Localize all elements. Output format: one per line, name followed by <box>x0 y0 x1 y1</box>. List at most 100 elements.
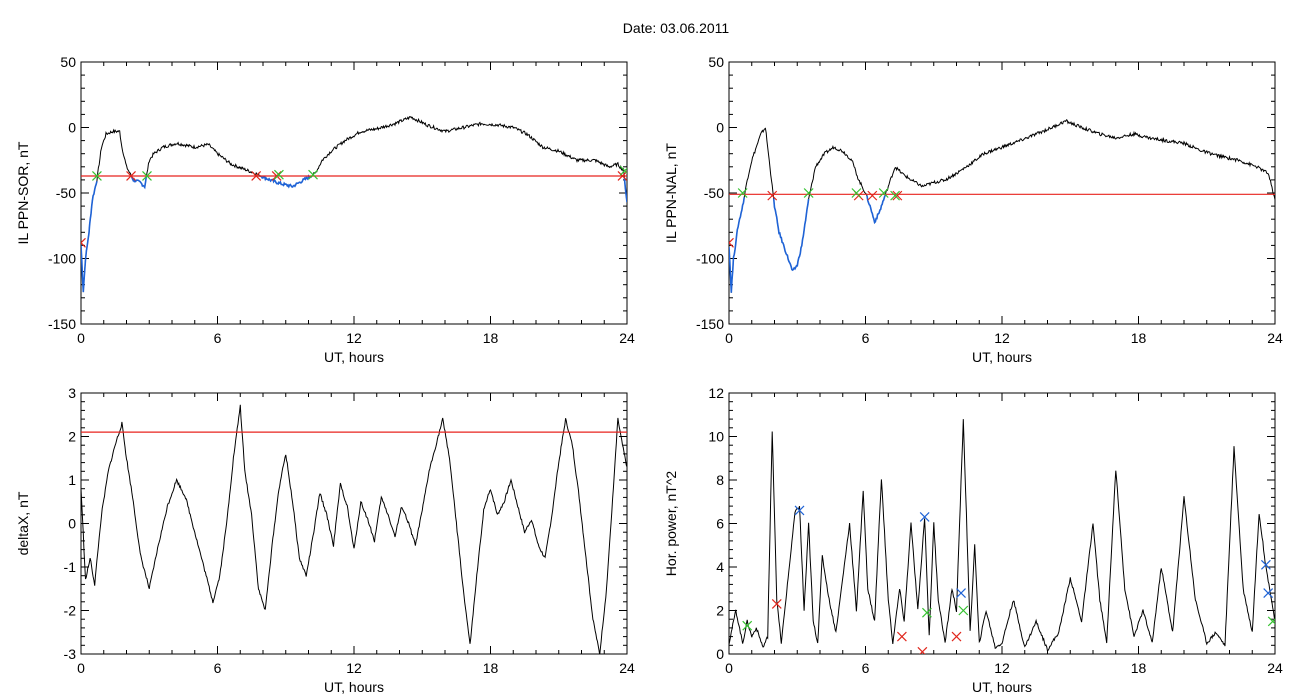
x-tick-label: 0 <box>725 660 733 676</box>
blue-x-marker-stroke <box>919 512 930 522</box>
red-x-marker-stroke <box>951 631 962 642</box>
x-tick-label: 0 <box>725 330 733 346</box>
red-x-marker-stroke <box>892 190 903 201</box>
x-tick-label: 6 <box>214 660 222 676</box>
series-line <box>81 404 627 654</box>
y-tick-label: -3 <box>64 646 77 662</box>
y-tick-label: 8 <box>716 472 724 488</box>
x-axis-label: UT, hours <box>324 679 384 695</box>
red-x-marker <box>917 646 928 654</box>
x-tick-label: 24 <box>1267 330 1283 346</box>
below-threshold-segment <box>866 194 886 225</box>
y-tick-label: -150 <box>48 316 76 332</box>
blue-x-marker <box>919 512 930 522</box>
y-axis-label: deltaX, nT <box>15 491 31 555</box>
red-x-marker-stroke <box>81 237 86 244</box>
blue-x-marker <box>1263 588 1274 599</box>
y-axis-label: IL PPN-NAL, nT <box>663 143 679 243</box>
x-tick-label: 12 <box>346 660 362 676</box>
green-x-marker-stroke <box>922 607 932 618</box>
red-x-marker <box>251 171 262 181</box>
chart-ppn-sor: 0 6 12 18 24 50 0 -50 -100 -150 UT, hours IL PPN-SO… <box>15 54 635 365</box>
chart-ppn-nal: 0 6 12 18 24 50 0 -50 -100 -150 UT, hours IL PPN-NA… <box>663 54 1283 365</box>
y-tick-label: 6 <box>716 516 724 532</box>
blue-x-marker-stroke <box>1260 559 1271 570</box>
green-x-marker-stroke <box>742 620 753 631</box>
x-axis-label: UT, hours <box>324 349 384 365</box>
y-tick-label: 2 <box>716 603 724 619</box>
x-tick-label: 24 <box>619 330 635 346</box>
red-x-marker <box>867 190 878 201</box>
x-tick-label: 6 <box>862 330 870 346</box>
green-x-marker <box>737 188 748 198</box>
y-tick-label: 3 <box>68 385 76 401</box>
blue-x-marker-stroke <box>1263 588 1274 599</box>
y-tick-label: 4 <box>716 559 724 575</box>
green-x-marker-stroke <box>803 188 814 198</box>
red-x-marker <box>771 599 782 609</box>
y-tick-label: -50 <box>56 185 76 201</box>
below-threshold-segment <box>260 174 312 189</box>
green-x-marker-stroke <box>142 171 152 181</box>
blue-x-marker <box>956 588 966 599</box>
y-tick-label: 0 <box>68 120 76 136</box>
red-x-marker-stroke <box>251 171 262 181</box>
red-x-marker-stroke <box>867 190 878 201</box>
plot-frame <box>80 61 628 325</box>
red-x-marker-stroke <box>126 171 136 181</box>
y-tick-label: 0 <box>716 120 724 136</box>
plot-area <box>729 119 1275 293</box>
green-x-marker-stroke <box>274 169 284 180</box>
y-axis-label: IL PPN-SOR, nT <box>15 141 31 244</box>
x-tick-label: 12 <box>346 330 362 346</box>
plot-frame <box>728 392 1276 655</box>
green-x-marker <box>308 169 318 180</box>
green-x-marker <box>851 188 862 198</box>
green-x-marker <box>742 620 753 631</box>
red-x-marker <box>617 171 627 181</box>
y-tick-label: 0 <box>68 516 76 532</box>
red-x-marker <box>729 237 734 248</box>
x-axis-label: UT, hours <box>972 679 1032 695</box>
green-x-marker <box>92 171 102 181</box>
series-line <box>81 115 627 293</box>
red-x-marker-stroke <box>771 599 782 609</box>
green-x-marker-stroke <box>851 188 862 198</box>
green-x-marker-stroke <box>890 190 900 201</box>
y-tick-label: -2 <box>64 603 77 619</box>
x-tick-label: 12 <box>994 660 1010 676</box>
red-x-marker-stroke <box>617 171 627 181</box>
y-tick-label: 50 <box>60 54 76 70</box>
series-line <box>729 419 1275 653</box>
green-x-marker-stroke <box>308 169 318 180</box>
red-x-marker <box>767 190 778 201</box>
y-axis-label: Hor. power, nT^2 <box>663 471 679 577</box>
below-threshold-segment <box>623 177 627 203</box>
plot-area <box>81 404 627 654</box>
red-x-marker <box>896 631 907 642</box>
chart-hor-power: 0 6 12 18 24 12 10 8 6 4 2 0 UT, hours Hor. power, nT… <box>663 385 1283 695</box>
green-x-marker <box>803 188 814 198</box>
x-tick-label: 18 <box>483 660 499 676</box>
green-x-marker-stroke <box>1267 618 1275 627</box>
plot-area <box>81 115 627 293</box>
chart-deltax: 0 6 12 18 24 3 2 1 0 -1 -2 -3 UT, hours deltaX, nT <box>15 385 635 695</box>
red-x-marker-stroke <box>729 241 734 248</box>
green-x-marker <box>890 190 900 201</box>
green-x-marker-stroke <box>737 188 748 198</box>
y-tick-label: -1 <box>64 559 77 575</box>
x-tick-label: 12 <box>994 330 1010 346</box>
figure-title: Date: 03.06.2011 <box>623 20 730 36</box>
blue-x-marker-stroke <box>794 505 805 516</box>
green-x-marker <box>274 169 284 180</box>
below-threshold-segment <box>81 181 98 293</box>
blue-x-marker <box>794 505 805 516</box>
red-x-marker <box>271 171 282 181</box>
red-x-marker <box>951 631 962 642</box>
x-tick-label: 6 <box>862 660 870 676</box>
green-x-marker <box>922 607 932 618</box>
x-tick-label: 6 <box>214 330 222 346</box>
x-tick-label: 24 <box>619 660 635 676</box>
y-tick-label: 1 <box>68 472 76 488</box>
